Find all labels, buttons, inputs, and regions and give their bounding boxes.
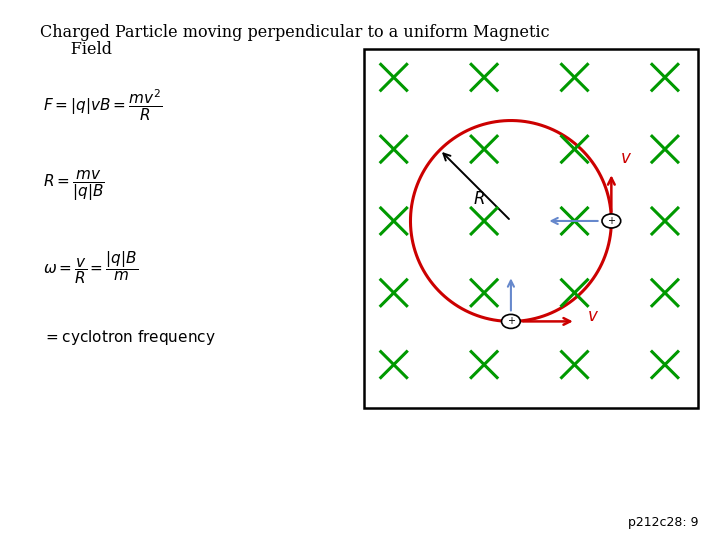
Text: Charged Particle moving perpendicular to a uniform Magnetic: Charged Particle moving perpendicular to… bbox=[40, 24, 549, 41]
Text: $v$: $v$ bbox=[587, 307, 598, 325]
Text: $v$: $v$ bbox=[620, 150, 632, 167]
Text: p212c28: 9: p212c28: 9 bbox=[628, 516, 698, 529]
Text: $F=|q|vB=\dfrac{mv^2}{R}$: $F=|q|vB=\dfrac{mv^2}{R}$ bbox=[43, 87, 163, 123]
Bar bbox=[364, 49, 698, 408]
Text: Field: Field bbox=[40, 40, 112, 57]
Text: $=\mathrm{cyclotron\ frequency}$: $=\mathrm{cyclotron\ frequency}$ bbox=[43, 328, 216, 347]
Text: $R$: $R$ bbox=[472, 191, 485, 208]
Text: +: + bbox=[507, 316, 515, 326]
Text: +: + bbox=[608, 216, 616, 226]
Circle shape bbox=[602, 214, 621, 228]
Text: $R=\dfrac{mv}{|q|B}$: $R=\dfrac{mv}{|q|B}$ bbox=[43, 170, 105, 203]
Text: $\omega=\dfrac{v}{R}=\dfrac{|q|B}{m}$: $\omega=\dfrac{v}{R}=\dfrac{|q|B}{m}$ bbox=[43, 249, 138, 286]
Circle shape bbox=[502, 314, 521, 328]
